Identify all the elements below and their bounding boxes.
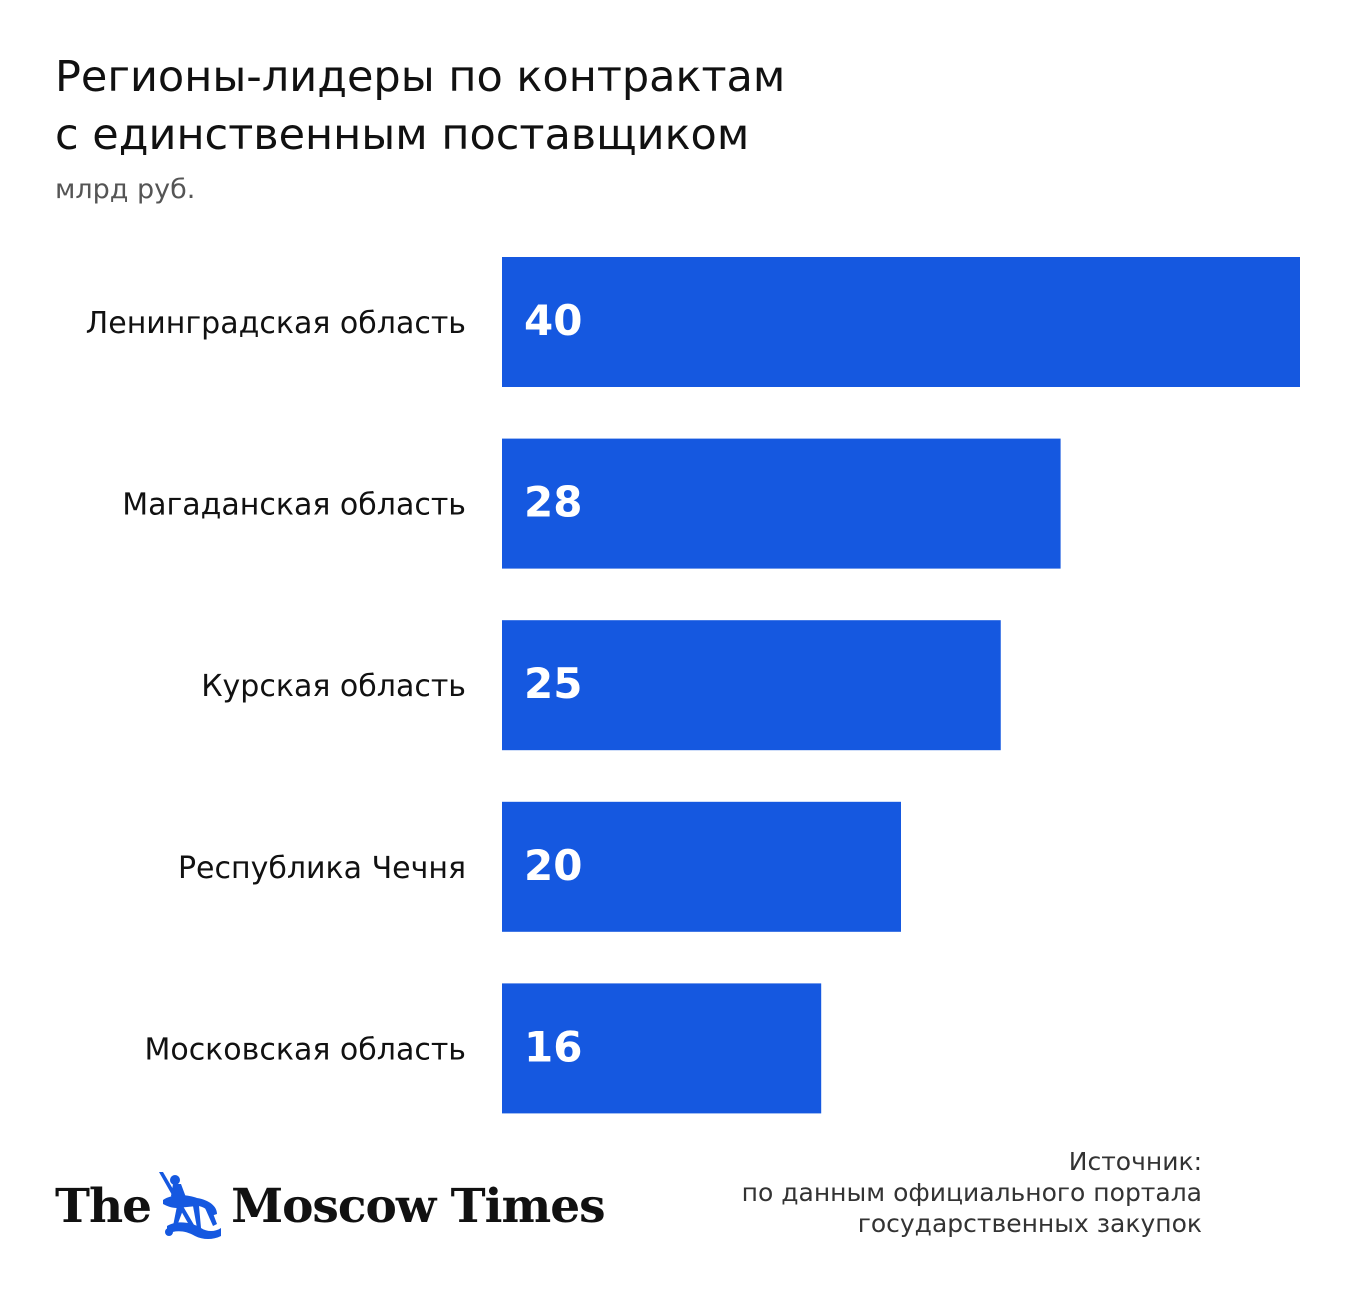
source-line-2: государственных закупок bbox=[857, 1209, 1202, 1238]
category-label: Курская область bbox=[201, 669, 466, 704]
category-label: Магаданская область bbox=[122, 488, 466, 523]
category-label: Ленинградская область bbox=[86, 306, 466, 341]
category-label: Республика Чечня bbox=[178, 851, 466, 886]
bar-value-label: 28 bbox=[524, 478, 582, 527]
st-george-emblem-icon bbox=[159, 1172, 222, 1239]
chart-title-line-1: Регионы-лидеры по контрактам bbox=[55, 52, 786, 102]
bar bbox=[502, 983, 822, 1114]
chart-subtitle: млрд руб. bbox=[55, 174, 196, 205]
source-heading: Источник: bbox=[1068, 1147, 1202, 1176]
bar bbox=[502, 257, 1300, 387]
bar bbox=[502, 620, 1001, 751]
bar-value-label: 20 bbox=[524, 841, 582, 890]
chart-title-line-2: с единственным поставщиком bbox=[55, 110, 750, 160]
bar-value-label: 25 bbox=[524, 659, 582, 708]
logo-text-moscow-times: Moscow Times bbox=[231, 1178, 606, 1234]
bar bbox=[502, 438, 1061, 569]
logo-text-the: The bbox=[55, 1178, 152, 1234]
bar-value-label: 40 bbox=[524, 296, 582, 345]
chart-title: Регионы-лидеры по контрактам с единствен… bbox=[55, 48, 1055, 164]
source-line-1: по данным официального портала bbox=[741, 1178, 1202, 1207]
bar-value-label: 16 bbox=[524, 1022, 582, 1071]
source-note: Источник: по данным официального портала… bbox=[742, 1146, 1202, 1239]
publisher-logo: The Moscow Times bbox=[55, 1168, 606, 1244]
bar-chart: Ленинградская область 40 Магаданская облас… bbox=[86, 257, 1300, 1114]
category-label: Московская область bbox=[144, 1032, 466, 1067]
bar bbox=[502, 801, 901, 932]
